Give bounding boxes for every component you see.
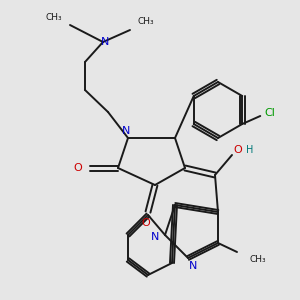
Text: CH₃: CH₃ xyxy=(138,17,154,26)
Text: N: N xyxy=(151,232,159,242)
Text: H: H xyxy=(246,145,254,155)
Text: Cl: Cl xyxy=(265,108,276,118)
Text: N: N xyxy=(122,126,130,136)
Text: N: N xyxy=(189,261,197,271)
Text: O: O xyxy=(142,218,150,228)
Text: O: O xyxy=(234,145,242,155)
Text: N: N xyxy=(101,37,109,47)
Text: CH₃: CH₃ xyxy=(45,13,62,22)
Text: CH₃: CH₃ xyxy=(249,256,266,265)
Text: O: O xyxy=(74,163,82,173)
